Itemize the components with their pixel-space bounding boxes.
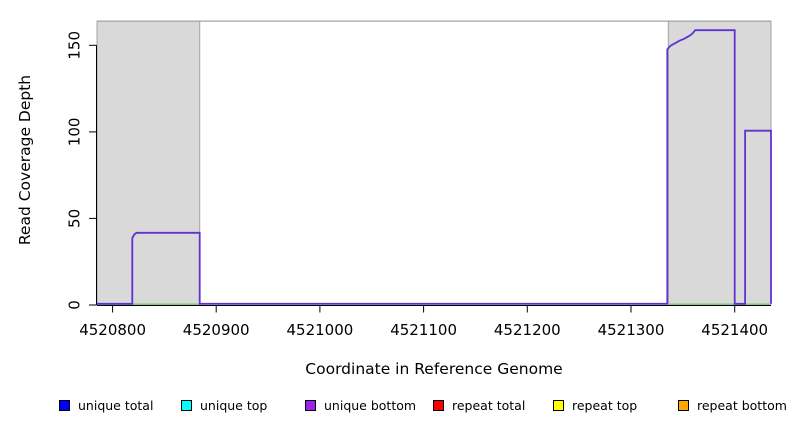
legend-item-repeat-bottom: repeat bottom bbox=[678, 393, 787, 417]
repeat-region-rect bbox=[96, 20, 201, 305]
y-tick-label: 50 bbox=[65, 209, 83, 228]
x-tick-label: 4520800 bbox=[79, 321, 146, 339]
legend-swatch-repeat-bottom bbox=[678, 399, 689, 411]
legend-item-unique-total: unique total bbox=[59, 393, 153, 417]
legend-swatch-unique-total bbox=[59, 399, 70, 411]
legend-label: unique total bbox=[78, 397, 154, 413]
x-tick-label: 4520900 bbox=[183, 321, 250, 339]
legend-label: unique bottom bbox=[324, 397, 417, 413]
y-tick-label: 150 bbox=[65, 31, 83, 60]
legend-item-unique-top: unique top bbox=[181, 393, 267, 417]
legend-item-unique-bottom: unique bottom bbox=[305, 393, 416, 417]
x-tick-label: 4521100 bbox=[390, 321, 457, 339]
legend-label: unique top bbox=[200, 397, 268, 413]
x-tick-label: 4521300 bbox=[598, 321, 665, 339]
legend-swatch-unique-bottom bbox=[305, 399, 316, 411]
x-tick-label: 4521000 bbox=[286, 321, 353, 339]
legend-label: repeat total bbox=[452, 397, 526, 413]
legend-label: repeat bottom bbox=[697, 397, 787, 413]
x-axis-title: Coordinate in Reference Genome bbox=[305, 360, 562, 378]
chart-legend: unique total unique top unique bottom repea… bbox=[0, 393, 792, 421]
legend-swatch-repeat-top bbox=[553, 399, 564, 411]
legend-label: repeat top bbox=[572, 397, 638, 413]
legend-item-repeat-top: repeat top bbox=[553, 393, 637, 417]
coverage-line bbox=[97, 29, 772, 305]
repeat-region-rect bbox=[667, 20, 772, 305]
y-axis-title: Read Coverage Depth bbox=[16, 75, 34, 245]
y-tick-label: 100 bbox=[65, 118, 83, 147]
legend-swatch-repeat-total bbox=[433, 399, 444, 411]
y-tick-label: 0 bbox=[65, 300, 83, 310]
x-tick-label: 4521200 bbox=[494, 321, 561, 339]
x-tick-label: 4521400 bbox=[701, 321, 768, 339]
legend-swatch-unique-top bbox=[181, 399, 192, 411]
legend-item-repeat-total: repeat total bbox=[433, 393, 525, 417]
